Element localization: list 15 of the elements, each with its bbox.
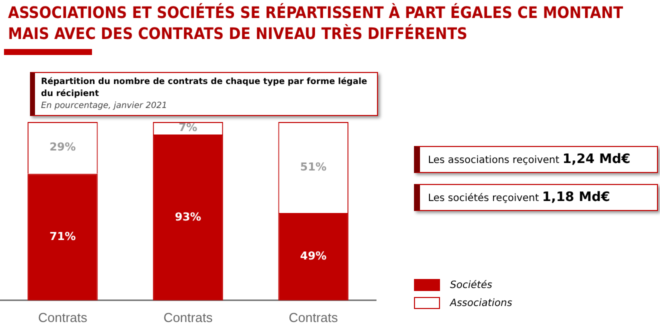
x-tick-label: Contrats bbox=[163, 310, 214, 325]
chart-title: ASSOCIATIONS ET SOCIÉTÉS SE RÉPARTISSENT À PART ÉGALES CE MONTANT MAIS AVEC DES CONTRATS DE NIVEAU TRÈS DIFFÉRENTS bbox=[8, 2, 624, 44]
text: Les associations reçoivent 1,24 Md€ bbox=[414, 146, 658, 173]
data-label: 29% bbox=[49, 140, 76, 154]
chart-subtitle: Répartition du nombre de contrats de chaque type par forme légale du récipient En pourcentage, janvier 2021 bbox=[41, 76, 368, 112]
x-tick-label: Contrats bbox=[38, 310, 88, 325]
data-label: 51% bbox=[300, 160, 327, 174]
legend-label: Sociétés bbox=[449, 278, 494, 292]
data-label: 7% bbox=[178, 121, 198, 134]
x-tick-label: Contrats bbox=[288, 310, 338, 325]
data-label: 49% bbox=[300, 250, 327, 263]
legend-label: Associations bbox=[448, 296, 512, 310]
data-label: 93% bbox=[174, 210, 202, 224]
text: Les sociétés reçoivent 1,18 Md€ bbox=[414, 184, 658, 211]
data-label: 71% bbox=[49, 230, 76, 243]
